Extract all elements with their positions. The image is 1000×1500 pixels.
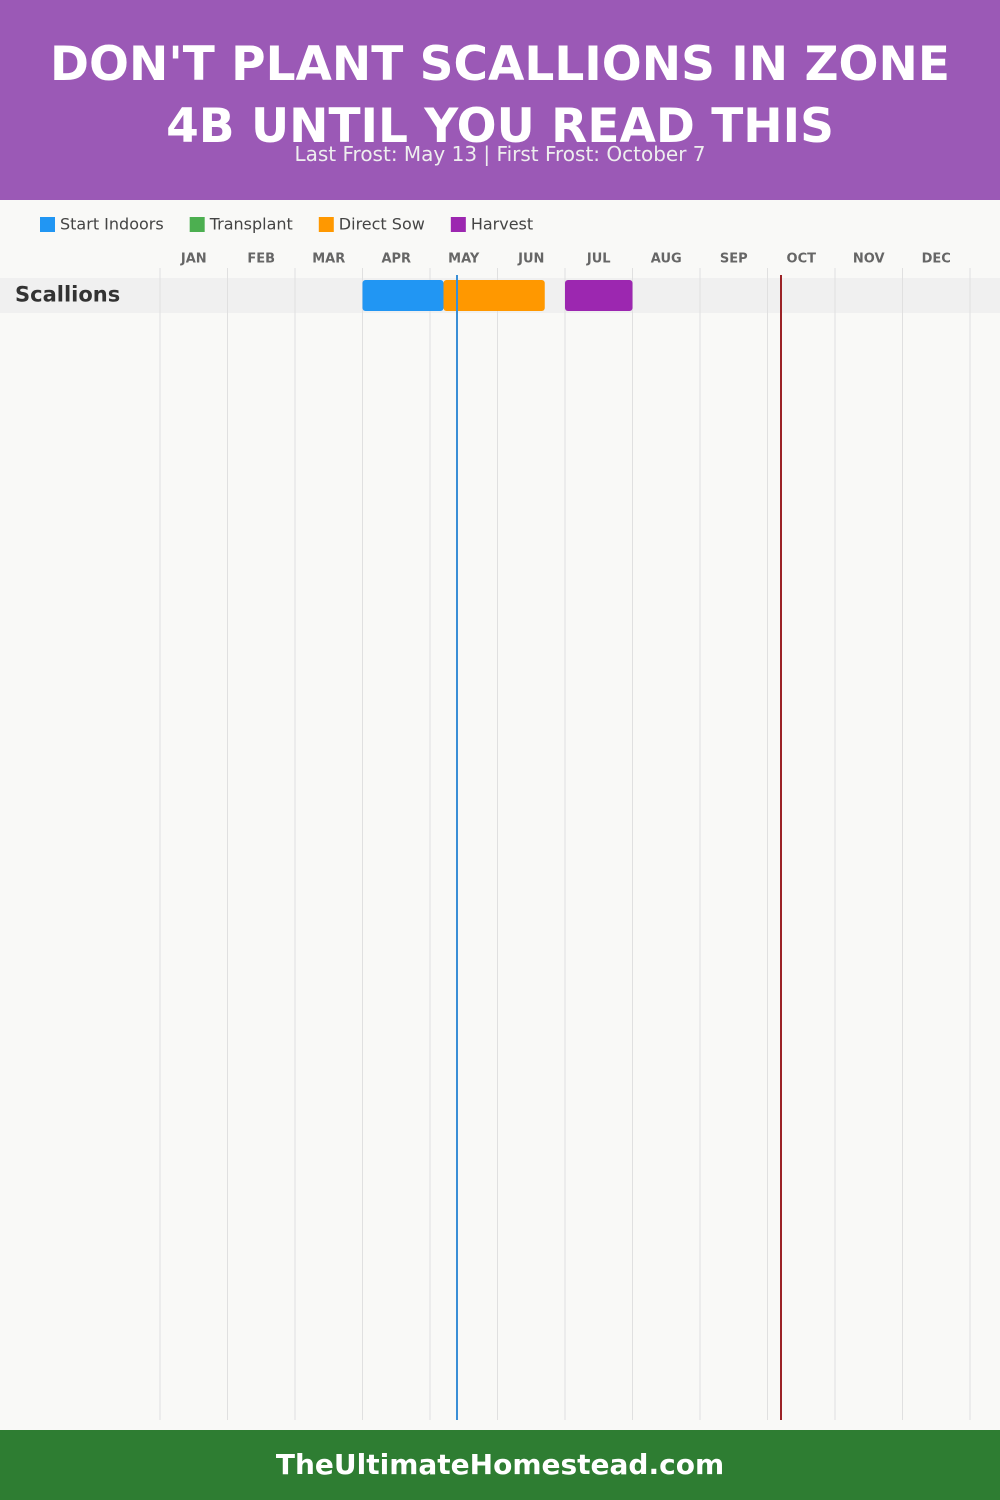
month-label: MAY [448,252,480,267]
chart-title: DON'T PLANT SCALLIONS IN ZONE 4B UNTIL Y… [50,37,950,154]
month-label: JUL [586,252,611,267]
month-label: MAR [312,252,345,267]
footer: TheUltimateHomestead.com [0,1430,1000,1500]
month-label: DEC [922,252,951,267]
header: DON'T PLANT SCALLIONS IN ZONE 4B UNTIL Y… [0,0,1000,200]
legend-label: Direct Sow [339,215,425,234]
month-label: FEB [247,252,275,267]
chart: JAN FEB MAR APR MAY JUN JUL AUG SEP OCT NOV DEC Star… [0,215,1000,1420]
month-label: APR [381,252,411,267]
month-label: SEP [720,252,748,267]
month-label: JUN [517,252,544,267]
legend-swatch [318,217,334,232]
month-label: JAN [180,252,207,267]
legend-swatch [40,217,55,232]
bar [443,280,545,311]
month-label: OCT [787,252,817,267]
bar [565,280,633,311]
legend-label: Transplant [209,215,293,234]
legend-label: Harvest [471,215,533,234]
legend-label: Start Indoors [60,215,164,234]
month-label: AUG [651,252,682,267]
row-label: Scallions [15,283,120,307]
legend-swatch [450,217,466,232]
chart-subtitle: Last Frost: May 13 | First Frost: Octobe… [294,142,706,166]
month-label: NOV [853,252,885,267]
legend-swatch [189,217,205,232]
bar [362,280,444,311]
